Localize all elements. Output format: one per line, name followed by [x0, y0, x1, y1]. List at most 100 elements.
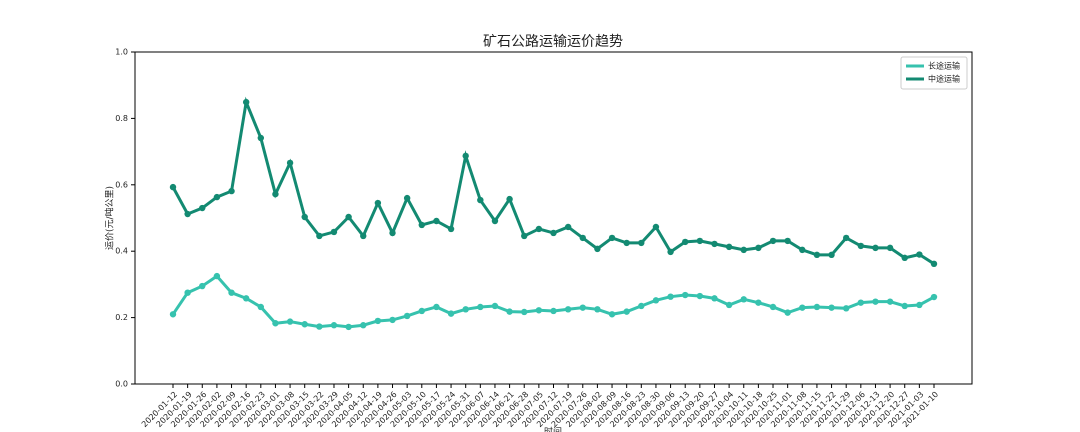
data-point	[916, 301, 923, 309]
data-point	[477, 196, 484, 204]
data-point	[184, 210, 191, 218]
data-point	[374, 199, 382, 207]
chart-title: 矿石公路运输运价趋势	[483, 34, 623, 50]
data-point	[433, 303, 440, 311]
data-point	[886, 244, 894, 252]
y-tick-label: 0.2	[115, 313, 128, 322]
legend-label: 中途运输	[928, 74, 960, 84]
data-point	[286, 159, 294, 167]
data-point	[755, 299, 762, 306]
data-point	[828, 251, 835, 259]
data-point	[579, 304, 586, 311]
data-point	[623, 308, 630, 315]
data-point	[535, 225, 543, 233]
data-point	[579, 234, 586, 242]
data-point	[316, 232, 323, 240]
data-point	[740, 296, 747, 303]
data-point	[228, 187, 235, 195]
data-point	[330, 322, 338, 329]
data-point	[828, 304, 835, 311]
data-point	[886, 298, 894, 305]
data-point	[769, 237, 777, 245]
data-point	[213, 193, 221, 201]
data-point	[330, 228, 338, 236]
data-point	[594, 245, 601, 253]
data-point	[711, 295, 718, 302]
data-point	[784, 237, 791, 245]
data-point	[901, 254, 908, 262]
data-point	[257, 134, 265, 142]
data-point	[403, 194, 411, 202]
data-point	[301, 213, 308, 221]
data-point	[169, 183, 177, 191]
data-point	[667, 293, 674, 300]
data-point	[257, 303, 265, 311]
data-point	[696, 292, 704, 300]
data-point	[521, 232, 528, 240]
y-tick-label: 0.8	[115, 114, 128, 123]
data-point	[506, 195, 513, 203]
data-point	[491, 302, 499, 310]
data-point	[784, 309, 791, 316]
y-axis-label: 运价(元/吨公里)	[104, 186, 116, 250]
data-point	[608, 234, 616, 242]
data-point	[360, 322, 367, 329]
data-point	[872, 298, 879, 305]
y-tick-label: 0.0	[115, 380, 128, 389]
data-point	[360, 232, 367, 240]
data-point	[594, 306, 601, 313]
series-line	[171, 96, 935, 266]
data-point	[389, 229, 396, 237]
data-point	[638, 302, 645, 310]
data-point	[433, 217, 440, 225]
data-point	[169, 311, 177, 318]
data-point	[506, 308, 513, 315]
data-point	[608, 311, 616, 318]
data-point	[272, 320, 279, 327]
data-point	[667, 248, 674, 256]
data-point	[374, 317, 382, 325]
data-point	[418, 221, 425, 229]
data-point	[725, 243, 733, 251]
data-point	[638, 239, 645, 247]
data-point	[930, 260, 938, 268]
data-point	[301, 321, 308, 328]
data-point	[447, 225, 455, 233]
data-point	[769, 303, 777, 311]
data-point	[550, 307, 557, 315]
data-point	[389, 316, 396, 324]
data-point	[740, 246, 747, 254]
data-point	[345, 323, 352, 331]
data-point	[872, 244, 879, 252]
data-point	[696, 237, 704, 245]
data-point	[799, 246, 806, 254]
data-point	[857, 299, 865, 306]
data-point	[842, 234, 850, 242]
data-point	[755, 244, 762, 252]
y-tick-label: 0.4	[115, 247, 128, 256]
y-tick-label: 1.0	[115, 48, 128, 57]
data-point	[213, 272, 221, 280]
legend-label: 长途运输	[928, 61, 960, 71]
data-point	[535, 307, 543, 314]
data-point	[199, 282, 206, 290]
data-point	[564, 306, 572, 313]
data-point	[623, 239, 630, 247]
data-point	[418, 307, 425, 315]
data-point	[272, 190, 279, 198]
data-point	[316, 323, 323, 330]
data-point	[477, 303, 484, 311]
data-point	[550, 229, 557, 237]
data-point	[857, 242, 865, 250]
data-point	[725, 301, 733, 309]
plot-frame	[134, 51, 973, 385]
data-point	[345, 213, 352, 221]
data-point	[564, 223, 572, 231]
data-point	[242, 295, 250, 302]
data-point	[813, 303, 821, 311]
data-point	[521, 308, 528, 316]
data-point	[462, 306, 469, 313]
data-point	[682, 291, 689, 299]
data-point	[652, 223, 660, 231]
